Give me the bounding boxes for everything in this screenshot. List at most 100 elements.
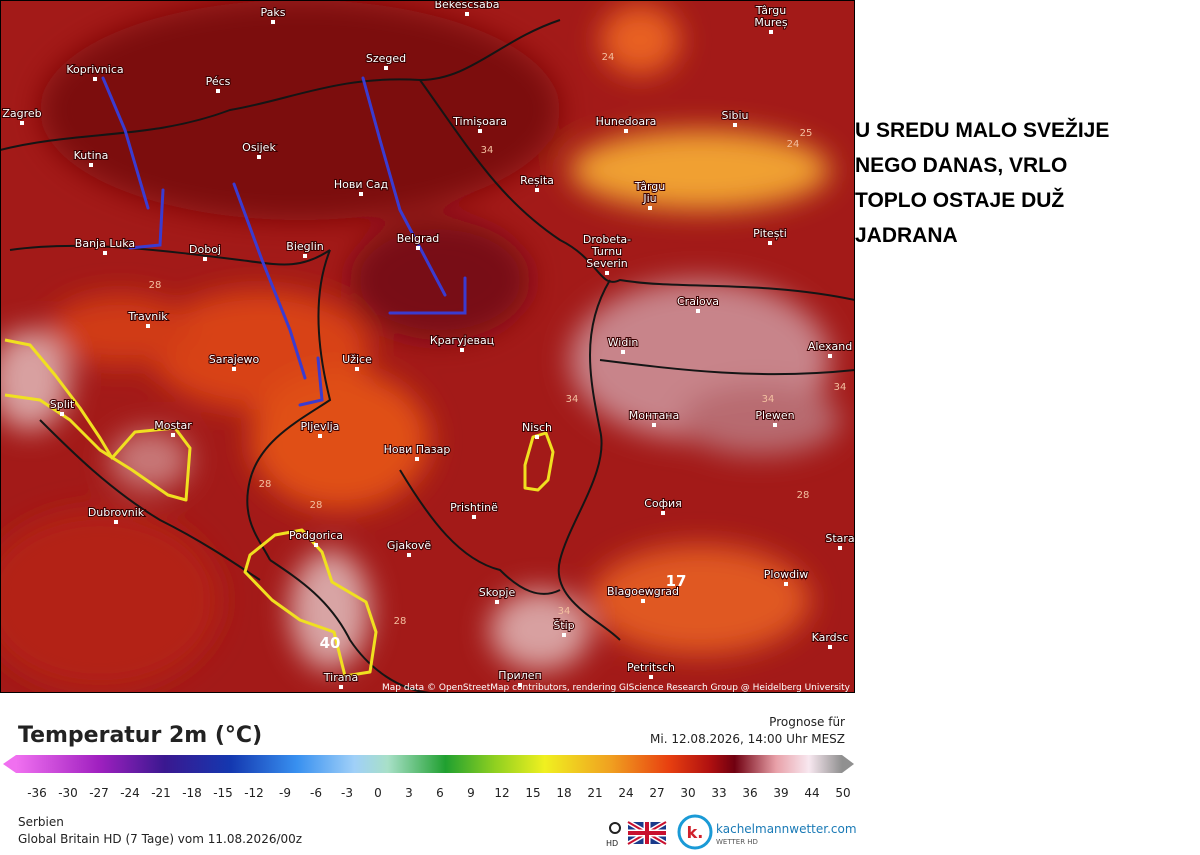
place-label: Kutina [74,149,109,162]
colorbar-high-arrow [842,755,854,773]
place-label: Timișoara [452,115,507,128]
colorbar-ticks: -36 -30 -27 -24 -21 -18 -15 -12 -9 -6 -3 0 3 6 9 12 15 18… [27,786,850,800]
search-icon [609,822,621,834]
place-dot [472,515,476,519]
place-label: Pljevlja [301,420,340,433]
place-dot [624,129,628,133]
place-label: Hunedoara [596,115,657,128]
colorbar-tick-label: 3 [405,786,413,800]
place-label: Severin [586,257,628,270]
colorbar-tick-label: 44 [804,786,819,800]
colorbar-tick-label: 33 [711,786,726,800]
colorbar-tick-label: -12 [244,786,264,800]
colorbar [16,755,842,773]
place-dot [216,89,220,93]
place-label: Kardsc [812,631,849,644]
place-dot [416,246,420,250]
place-dot [314,543,318,547]
place-dot [271,20,275,24]
place-dot [652,423,656,427]
legend-title: Temperatur 2m (°C) [18,723,262,748]
place-dot [114,520,118,524]
contour-label: 34 [481,145,494,156]
annotation-line: TOPLO OSTAJE DUŽ [855,188,1064,212]
place-dot [146,324,150,328]
contour-label: 28 [394,616,407,627]
colorbar-tick-label: 15 [525,786,540,800]
colorbar-tick-label: 9 [467,786,475,800]
colorbar-tick-label: -36 [27,786,47,800]
place-label: Târgu [755,4,786,17]
contour-label: 17 [666,572,687,590]
place-label: Prishtinë [450,501,498,514]
model-run: Global Britain HD (7 Tage) vom 11.08.202… [18,832,302,846]
place-label: Banja Luka [75,237,135,250]
place-label: Нови Пазар [384,443,451,456]
place-label: Прилеп [498,669,541,682]
brand-sub: WETTER HD [716,838,758,846]
place-dot [359,192,363,196]
brand-name: kachelmannwetter.com [716,822,857,836]
place-label: Turnu [591,245,622,258]
place-label: Sibiu [721,109,748,122]
place-dot [648,206,652,210]
contour-label: 40 [320,634,341,652]
contour-label: 24 [787,139,800,150]
brand-logo [677,814,713,850]
place-dot [407,553,411,557]
place-label: Koprivnica [66,63,123,76]
place-label: Travnik [127,310,168,323]
place-label: Užice [342,353,372,366]
colorbar-tick-label: -21 [151,786,171,800]
place-dot [60,412,64,416]
colorbar-tick-label: 50 [835,786,850,800]
place-label: Skopje [479,586,516,599]
cold-front-marks [101,76,467,407]
place-label: Zagreb [2,107,41,120]
hot-area-marks [4,338,555,678]
place-label: Petritsch [627,661,675,674]
contour-label: 28 [259,479,272,490]
place-label: Szeged [366,52,406,65]
place-dot [339,685,343,689]
place-dot [621,350,625,354]
place-label: Štip [553,619,574,632]
place-label: Alexand [808,340,852,353]
place-dot [784,582,788,586]
attribution: Map data © OpenStreetMap contributors, r… [382,683,851,693]
place-label: Stara [825,532,854,545]
place-label: Nisch [522,421,552,434]
place-label: Dubrovnik [88,506,145,519]
contour-label: 34 [558,606,571,617]
place-dot [605,271,609,275]
hd-badge: HD [606,839,618,848]
colorbar-tick-label: -9 [279,786,291,800]
place-dot [768,241,772,245]
place-label: Нови Сад [334,178,389,191]
place-label: Pécs [206,75,231,88]
colorbar-tick-label: -3 [341,786,353,800]
uk-flag [626,819,668,847]
place-dot [828,645,832,649]
colorbar-tick-label: -18 [182,786,202,800]
place-dot [303,254,307,258]
place-dot [103,251,107,255]
colorbar-tick-label: 39 [773,786,788,800]
colorbar-tick-label: 30 [680,786,695,800]
place-dot [232,367,236,371]
place-dot [518,683,522,687]
place-label: София [644,497,682,510]
contour-label: 34 [566,394,579,405]
place-label: Drobeta- [583,233,631,246]
place-dot [696,309,700,313]
place-dot [562,633,566,637]
place-dot [355,367,359,371]
forecast-time: Mi. 12.08.2026, 14:00 Uhr MESZ [650,732,845,746]
place-label: Osijek [242,141,276,154]
place-label: Blagoewgrad [607,585,679,598]
place-label: Sarajewo [209,353,260,366]
colorbar-tick-label: -6 [310,786,322,800]
